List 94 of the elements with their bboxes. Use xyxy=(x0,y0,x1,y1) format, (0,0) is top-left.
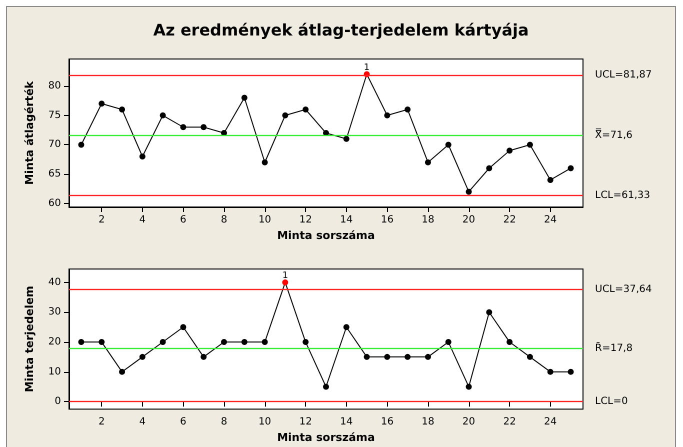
x-tick-label: 20 xyxy=(462,214,476,226)
point xyxy=(200,124,207,130)
x-tick-label: 16 xyxy=(380,416,394,428)
point xyxy=(241,94,248,101)
y-axis-title: Minta terjedelem xyxy=(23,286,36,392)
x-tick-label: 22 xyxy=(503,214,516,226)
point xyxy=(568,165,574,172)
point xyxy=(547,176,554,183)
y-axis-title: Minta átlagérték xyxy=(23,80,36,185)
point xyxy=(404,354,411,360)
y-tick-label: 40 xyxy=(48,276,61,288)
x-tick-label: 22 xyxy=(503,416,516,428)
y-tick-label: 70 xyxy=(48,139,61,150)
x-tick-label: 24 xyxy=(544,214,557,226)
point xyxy=(160,339,166,346)
point xyxy=(568,368,574,375)
y-tick-label: 20 xyxy=(48,336,61,348)
annotation: 1 xyxy=(364,62,370,73)
x-tick-label: 8 xyxy=(220,416,228,428)
ref-line-label: UCL=81,87 xyxy=(595,70,652,81)
x-tick-label: 18 xyxy=(422,416,434,428)
point xyxy=(262,159,268,166)
x-tick-label: 14 xyxy=(340,416,353,428)
x-tick-label: 4 xyxy=(139,416,146,428)
point xyxy=(241,339,248,346)
x-tick-label: 24 xyxy=(544,416,557,428)
x-tick-label: 20 xyxy=(462,416,476,428)
annotation: 1 xyxy=(282,270,288,281)
point xyxy=(302,339,309,346)
point xyxy=(424,159,431,166)
point xyxy=(343,324,350,330)
y-tick-label: 80 xyxy=(48,80,61,92)
y-tick-label: 0 xyxy=(54,396,61,408)
point xyxy=(526,354,533,360)
chart-title: Az eredmények átlag-terjedelem kártyája xyxy=(153,20,529,40)
x-tick-label: 4 xyxy=(139,214,146,226)
point xyxy=(78,339,84,346)
point xyxy=(364,354,370,360)
point xyxy=(424,354,431,360)
point xyxy=(466,188,472,195)
point xyxy=(506,339,513,346)
x-tick-label: 10 xyxy=(258,214,272,226)
point xyxy=(98,339,105,346)
point xyxy=(526,142,533,148)
x-tick-label: 6 xyxy=(180,416,186,428)
point xyxy=(282,279,288,286)
y-tick-label: 75 xyxy=(48,110,61,121)
point xyxy=(200,354,207,360)
x-tick-label: 8 xyxy=(220,214,228,226)
ref-line-label: LCL=0 xyxy=(595,396,628,408)
point xyxy=(404,106,411,113)
point xyxy=(221,339,228,346)
point xyxy=(98,100,105,107)
point xyxy=(282,112,288,118)
y-tick-label: 65 xyxy=(48,168,61,180)
ref-line-label: X̿=71,6 xyxy=(595,128,632,141)
x-tick-label: 12 xyxy=(299,214,312,226)
point xyxy=(160,112,166,118)
point xyxy=(78,142,84,148)
point xyxy=(262,339,268,346)
point xyxy=(180,124,186,130)
ref-line-label: LCL=61,33 xyxy=(595,190,650,202)
x-axis-title: Minta sorszáma xyxy=(277,431,375,444)
x-tick-label: 12 xyxy=(299,416,312,428)
point xyxy=(466,384,472,390)
point xyxy=(445,142,452,148)
point xyxy=(119,368,126,375)
point xyxy=(486,165,492,172)
y-tick-label: 30 xyxy=(48,306,61,318)
x-tick-label: 2 xyxy=(98,416,105,428)
point xyxy=(384,354,390,360)
x-tick-label: 18 xyxy=(422,214,434,226)
point xyxy=(343,136,350,142)
y-tick-label: 60 xyxy=(48,198,61,209)
ref-line-label: R̄=17,8 xyxy=(595,341,633,354)
x-tick-label: 16 xyxy=(380,214,394,226)
x-axis-title: Minta sorszáma xyxy=(277,228,375,242)
point xyxy=(547,368,554,375)
point xyxy=(486,309,492,316)
point xyxy=(139,153,146,160)
x-tick-label: 2 xyxy=(98,214,105,226)
point xyxy=(384,112,390,118)
point xyxy=(139,354,146,360)
x-tick-label: 10 xyxy=(258,416,272,428)
point xyxy=(302,106,309,113)
point xyxy=(119,106,126,113)
point xyxy=(445,339,452,346)
point xyxy=(506,148,513,154)
point xyxy=(180,324,186,330)
point xyxy=(323,384,329,390)
y-tick-label: 10 xyxy=(48,366,61,378)
x-tick-label: 14 xyxy=(340,214,353,226)
x-tick-label: 6 xyxy=(180,214,186,226)
ref-line-label: UCL=37,64 xyxy=(595,284,652,295)
